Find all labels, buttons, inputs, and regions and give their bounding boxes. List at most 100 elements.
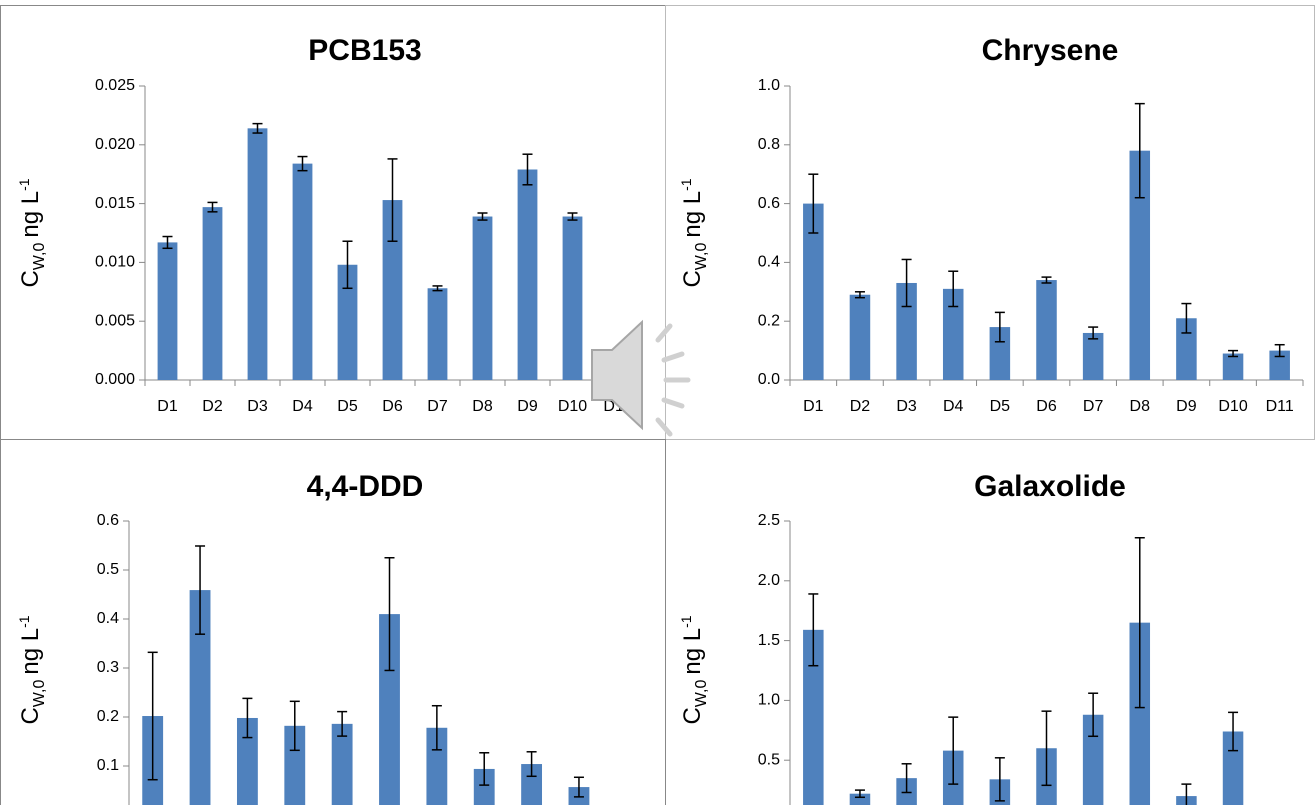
speaker-body [591,319,643,431]
speaker-wave [655,417,673,437]
bar [284,725,306,805]
y-tick-label: 0.020 [95,136,135,153]
bar [236,717,258,805]
x-tick-label: D8 [1130,398,1151,415]
x-tick-label: D6 [1036,398,1057,415]
bar [849,793,871,805]
bar [247,128,268,380]
bar [1129,150,1151,380]
error-bar [195,545,206,635]
y-axis-label-part: ng L [679,191,706,238]
error-bar [526,751,537,778]
y-axis-label: CW,0 ng L-1 [16,615,48,724]
error-bar [432,285,443,292]
bar [292,163,313,380]
x-tick-label: D4 [943,398,964,415]
chart-title: 4,4-DDD [307,470,424,503]
error-bar [384,557,395,672]
y-tick-label: 0.015 [95,195,135,212]
bar [473,768,495,805]
speaker-wave [661,351,685,363]
bar [521,764,543,805]
chart-title: Chrysene [982,34,1119,67]
bar [942,288,964,380]
error-bar [297,155,308,172]
speaker-icon [591,319,691,437]
bar [1082,714,1104,805]
bar [803,203,824,380]
y-axis-label: CW,0 ng L-1 [16,178,48,287]
x-tick-label: D7 [427,398,448,415]
error-bar [994,757,1005,802]
bar [1082,332,1104,380]
error-bar [808,173,819,234]
bar [1269,350,1290,380]
error-bar [948,716,959,785]
bar [331,723,353,805]
bar [1036,280,1057,380]
error-bar [479,752,490,786]
y-axis-label-part: W,0 [31,680,48,708]
error-bar [387,158,398,242]
y-tick-label: 0.2 [758,312,780,329]
y-axis-label-part: W,0 [693,243,710,271]
y-axis-label: CW,0 ng L-1 [678,178,710,287]
error-bar [162,235,173,250]
error-bar [1041,276,1052,284]
error-bar [1181,302,1192,334]
error-bar [477,212,488,221]
y-axis-label-part: ng L [17,191,44,238]
bar [157,242,178,380]
error-bar [342,240,353,290]
y-axis-label-part: C [17,270,44,287]
error-bar [901,763,912,794]
y-tick-label: 0.2 [97,708,119,725]
bar [1129,622,1151,805]
error-bar [1134,536,1145,709]
y-tick-label: 0.000 [95,371,135,388]
speaker-wave [655,323,673,343]
bar [202,207,223,380]
x-tick-label: D6 [382,398,403,415]
y-tick-label: 0.025 [95,77,135,94]
y-tick-label: 1.0 [758,77,780,94]
y-axis-label-part: -1 [678,615,694,628]
error-bar [242,697,253,739]
error-bar [522,153,533,186]
error-bar [252,122,263,134]
y-tick-label: 0.5 [758,751,780,768]
error-bar [901,258,912,308]
y-tick-label: 0.5 [97,561,119,578]
bar [337,264,358,380]
y-axis-label-part: W,0 [31,243,48,271]
y-tick-label: 0.0 [758,371,780,388]
y-tick-label: 0.6 [758,195,780,212]
error-bar [567,212,578,221]
bar [562,216,583,380]
x-tick-label: D9 [1176,398,1197,415]
y-tick-label: 0.8 [758,136,780,153]
error-bar [431,704,442,751]
x-tick-label: D5 [990,398,1011,415]
x-tick-label: D5 [337,398,358,415]
error-bar [1134,102,1145,199]
y-axis-label-part: ng L [17,628,44,675]
bar [1222,353,1244,380]
y-tick-label: 0.005 [95,312,135,329]
error-bar [1274,343,1285,358]
x-tick-label: D9 [517,398,538,415]
error-bar [337,710,348,737]
bar [379,614,400,805]
error-bar [1088,326,1099,340]
y-tick-label: 0.4 [97,610,119,627]
panel-border [0,439,666,805]
y-tick-label: 0.010 [95,254,135,271]
error-bar [207,201,218,213]
y-tick-label: 0.4 [758,254,780,271]
bar [896,282,917,380]
chart-title: Galaxolide [974,470,1126,503]
x-tick-label: D1 [803,398,824,415]
bar [849,294,871,380]
x-tick-label: D4 [292,398,313,415]
error-bar [1181,783,1192,805]
